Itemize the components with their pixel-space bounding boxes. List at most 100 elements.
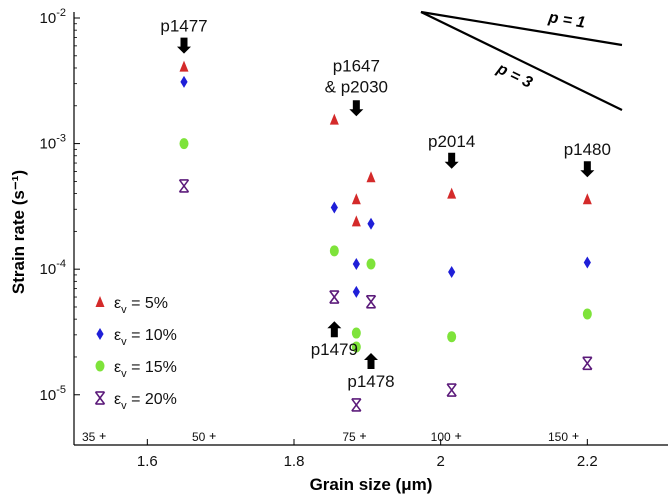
asterisk-marker [365,294,377,309]
sample-annotation: p1647 & p2030 [325,56,388,117]
arrow-up-icon [327,321,342,338]
legend-entry: εv = 10% [96,327,177,348]
triangle-marker [179,60,189,72]
x-tick-label: 2 [436,453,444,470]
data-point [351,398,362,412]
data-point [582,356,593,371]
data-point [329,290,340,304]
temperature-label: 50 [192,430,206,444]
sample-label: & p2030 [325,77,388,96]
circle-marker [351,341,361,353]
data-point [365,294,377,309]
data-point [583,256,591,269]
data-point [329,245,339,257]
arrow-down-icon [580,161,595,178]
triangle-marker [366,171,376,183]
diamond-marker [367,217,375,230]
slope-line-p1 [420,10,623,47]
triangle-marker [582,193,592,205]
data-point [180,75,188,88]
diamond-marker [180,75,188,88]
data-point [351,215,361,227]
data-point [366,171,376,183]
circle-marker [329,245,339,257]
sample-label: p2014 [428,132,475,151]
legend-entry: εv = 20% [94,391,177,412]
sample-label: p1478 [347,372,394,391]
asterisk-marker [446,383,457,397]
data-point [329,113,339,125]
triangle-marker [351,215,361,227]
slope-label: p = 1 [546,9,586,32]
y-tick-label: 10-4 [40,258,66,278]
data-point [179,60,189,72]
legend: εv = 5% εv = 10% εv = 15% εv = 20% [94,295,177,412]
sample-annotation: p1477 [160,17,208,54]
diamond-marker [352,285,360,298]
circle-marker [95,360,105,372]
sample-label: p1477 [160,17,207,36]
slope-triangle: p = 1p = 3 [420,9,623,111]
sample-annotation: p1479 [311,321,358,359]
legend-label: εv = 15% [114,359,177,380]
temperature-label: 100 [431,430,451,444]
data-point [330,201,338,214]
data-point [178,179,190,193]
triangle-marker [351,193,361,205]
legend-entry: εv = 15% [95,359,177,380]
arrow-down-icon [349,100,364,117]
slope-line-p3 [420,11,623,111]
arrow-down-icon [177,37,191,54]
sample-annotation: p2014 [428,132,475,169]
y-tick-label: 10-3 [40,133,66,153]
data-point [352,257,360,270]
triangle-marker [447,187,457,199]
data-point [448,265,456,278]
asterisk-marker [582,356,593,371]
triangle-marker [329,113,339,125]
asterisk-marker [351,398,362,412]
asterisk-marker [178,179,190,193]
legend-label: εv = 20% [114,391,177,412]
axes: 1.6 1.8 2 2.2 10-2 10-3 10-4 10-5 [40,7,668,470]
sample-annotations: p1477 p1647 & p2030 p2014 p1480 p1479 p1478 [160,17,611,391]
sample-label: p1479 [311,340,358,359]
temperature-label: 150 [548,430,568,444]
data-point [446,383,457,397]
data-point [351,193,361,205]
circle-marker [582,308,592,320]
legend-label: εv = 5% [114,295,168,316]
data-point [582,308,592,320]
data-point [447,331,457,343]
y-axis-title: Strain rate (s⁻¹) [9,170,28,294]
data-point [352,285,360,298]
asterisk-marker [329,290,340,304]
data-point [179,138,189,150]
circle-marker [179,138,189,150]
temperature-labels: 35 50 75 100 150 [82,430,579,444]
diamond-marker [583,256,591,269]
sample-annotation: p1478 [347,353,395,391]
data-point [367,217,375,230]
data-point [366,258,376,270]
circle-marker [447,331,457,343]
x-tick-label: 2.2 [577,453,598,470]
diamond-marker [330,201,338,214]
circle-marker [366,258,376,270]
temperature-label: 75 [342,430,356,444]
data-point [351,327,361,339]
y-tick-label: 10-5 [40,384,66,404]
arrow-down-icon [444,152,459,169]
triangle-marker [95,296,105,307]
diamond-marker [96,328,104,340]
sample-label: p1647 [333,56,380,75]
circle-marker [351,327,361,339]
diamond-marker [352,257,360,270]
x-axis-title: Grain size (μm) [310,475,433,494]
y-tick-label: 10-2 [40,7,66,27]
diamond-marker [448,265,456,278]
arrow-up-icon [364,353,378,370]
x-tick-label: 1.8 [284,453,305,470]
asterisk-marker [94,391,106,405]
